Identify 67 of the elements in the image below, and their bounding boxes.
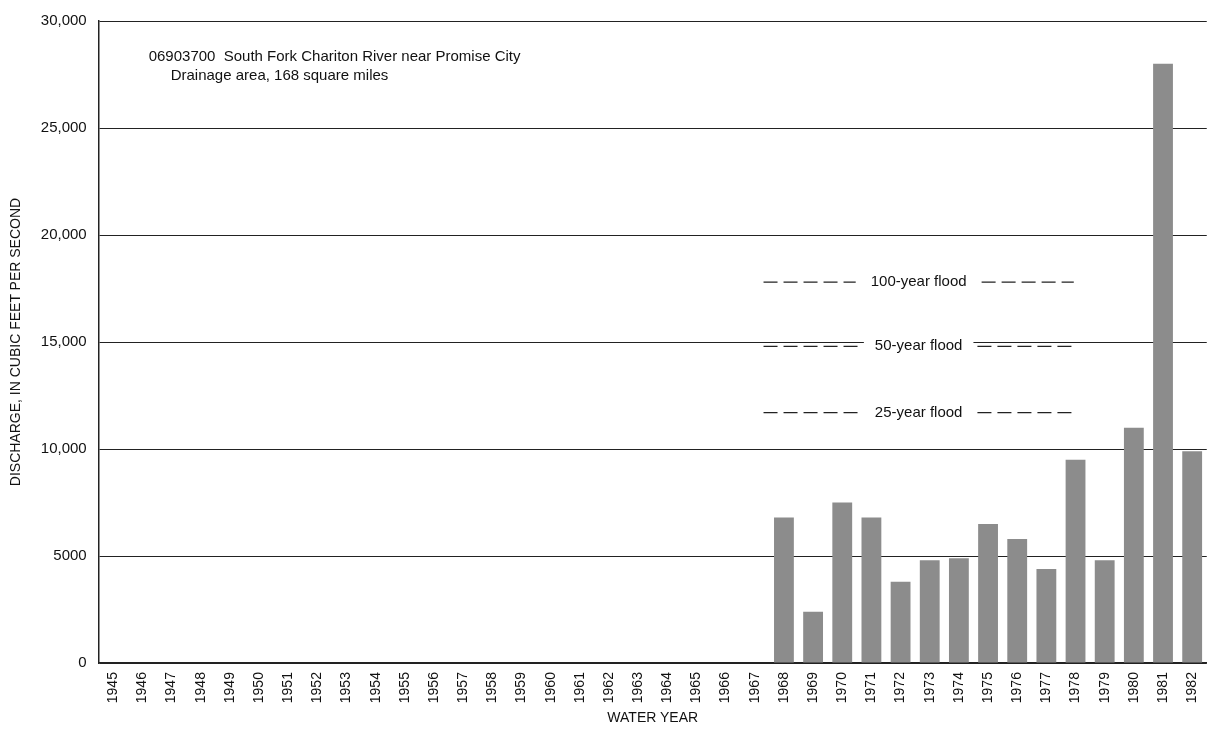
x-tick-label: 1978 bbox=[1066, 671, 1083, 704]
x-tick-label: 1952 bbox=[308, 671, 325, 704]
x-tick-label: 1962 bbox=[599, 671, 616, 704]
bar bbox=[1153, 63, 1173, 663]
y-axis-title: DISCHARGE, IN CUBIC FEET PER SECOND bbox=[7, 197, 24, 487]
x-tick-label: 1979 bbox=[1095, 671, 1112, 704]
x-tick-label: 1967 bbox=[745, 671, 762, 704]
ref-line-label: 25-year flood bbox=[874, 402, 963, 420]
x-tick-label: 1971 bbox=[862, 671, 879, 704]
bar bbox=[774, 517, 794, 663]
x-tick-label: 1958 bbox=[483, 671, 500, 704]
x-axis-title: WATER YEAR bbox=[607, 709, 699, 726]
x-tick-label: 1972 bbox=[891, 671, 908, 704]
annotation: 06903700 South Fork Chariton River near Promise City bbox=[148, 47, 522, 64]
x-tick-label: 1973 bbox=[920, 671, 937, 704]
bar bbox=[919, 560, 940, 663]
x-tick-label: 1948 bbox=[191, 671, 208, 704]
x-tick-label: 1974 bbox=[949, 671, 966, 704]
x-tick-label: 1977 bbox=[1037, 671, 1054, 704]
x-tick-label: 1960 bbox=[541, 671, 558, 704]
x-tick-label: 1970 bbox=[833, 671, 850, 704]
x-tick-label: 1950 bbox=[249, 671, 266, 704]
bar bbox=[1094, 560, 1115, 663]
x-tick-label: 1980 bbox=[1124, 671, 1141, 704]
bar bbox=[1036, 568, 1057, 663]
x-tick-label: 1959 bbox=[512, 671, 529, 704]
x-tick-label: 1946 bbox=[133, 671, 150, 704]
bar bbox=[978, 523, 998, 663]
x-tick-label: 1963 bbox=[629, 671, 645, 704]
bar bbox=[861, 517, 882, 663]
ref-line-label: 100-year flood bbox=[870, 272, 967, 290]
y-tick-label: 15,000 bbox=[40, 332, 87, 350]
x-tick-label: 1966 bbox=[716, 671, 733, 704]
annotation: Drainage area, 168 square miles bbox=[170, 66, 389, 83]
x-tick-label: 1951 bbox=[279, 671, 296, 704]
x-tick-label: 1982 bbox=[1183, 671, 1200, 704]
x-tick-label: 1968 bbox=[774, 671, 791, 704]
x-tick-label: 1955 bbox=[395, 671, 412, 704]
y-tick-label: 5000 bbox=[53, 546, 87, 564]
bar bbox=[1123, 427, 1144, 663]
x-tick-label: 1975 bbox=[978, 671, 995, 704]
bar bbox=[1182, 451, 1203, 663]
x-tick-label: 1949 bbox=[220, 671, 237, 704]
x-tick-label: 1976 bbox=[1008, 671, 1025, 704]
bar bbox=[832, 502, 853, 663]
x-tick-label: 1954 bbox=[366, 671, 383, 704]
x-tick-label: 1957 bbox=[454, 671, 471, 704]
x-tick-label: 1956 bbox=[424, 671, 441, 704]
x-tick-label: 1964 bbox=[658, 671, 675, 704]
bar bbox=[803, 611, 824, 663]
x-tick-label: 1953 bbox=[337, 671, 354, 704]
y-tick-label: 0 bbox=[78, 653, 87, 671]
bar bbox=[948, 558, 969, 663]
x-tick-label: 1969 bbox=[803, 671, 820, 704]
x-tick-label: 1965 bbox=[687, 671, 704, 704]
x-tick-label: 1961 bbox=[570, 671, 587, 704]
x-tick-label: 1947 bbox=[162, 671, 179, 704]
ref-line-label: 50-year flood bbox=[874, 336, 963, 354]
bar bbox=[1065, 459, 1086, 663]
y-tick-label: 10,000 bbox=[40, 439, 87, 457]
x-tick-label: 1981 bbox=[1153, 671, 1170, 704]
x-tick-label: 1945 bbox=[104, 671, 121, 704]
y-tick-label: 20,000 bbox=[40, 225, 87, 243]
y-tick-label: 30,000 bbox=[40, 11, 87, 29]
bar bbox=[890, 581, 911, 663]
y-tick-label: 25,000 bbox=[40, 118, 87, 136]
bar bbox=[1007, 538, 1028, 663]
